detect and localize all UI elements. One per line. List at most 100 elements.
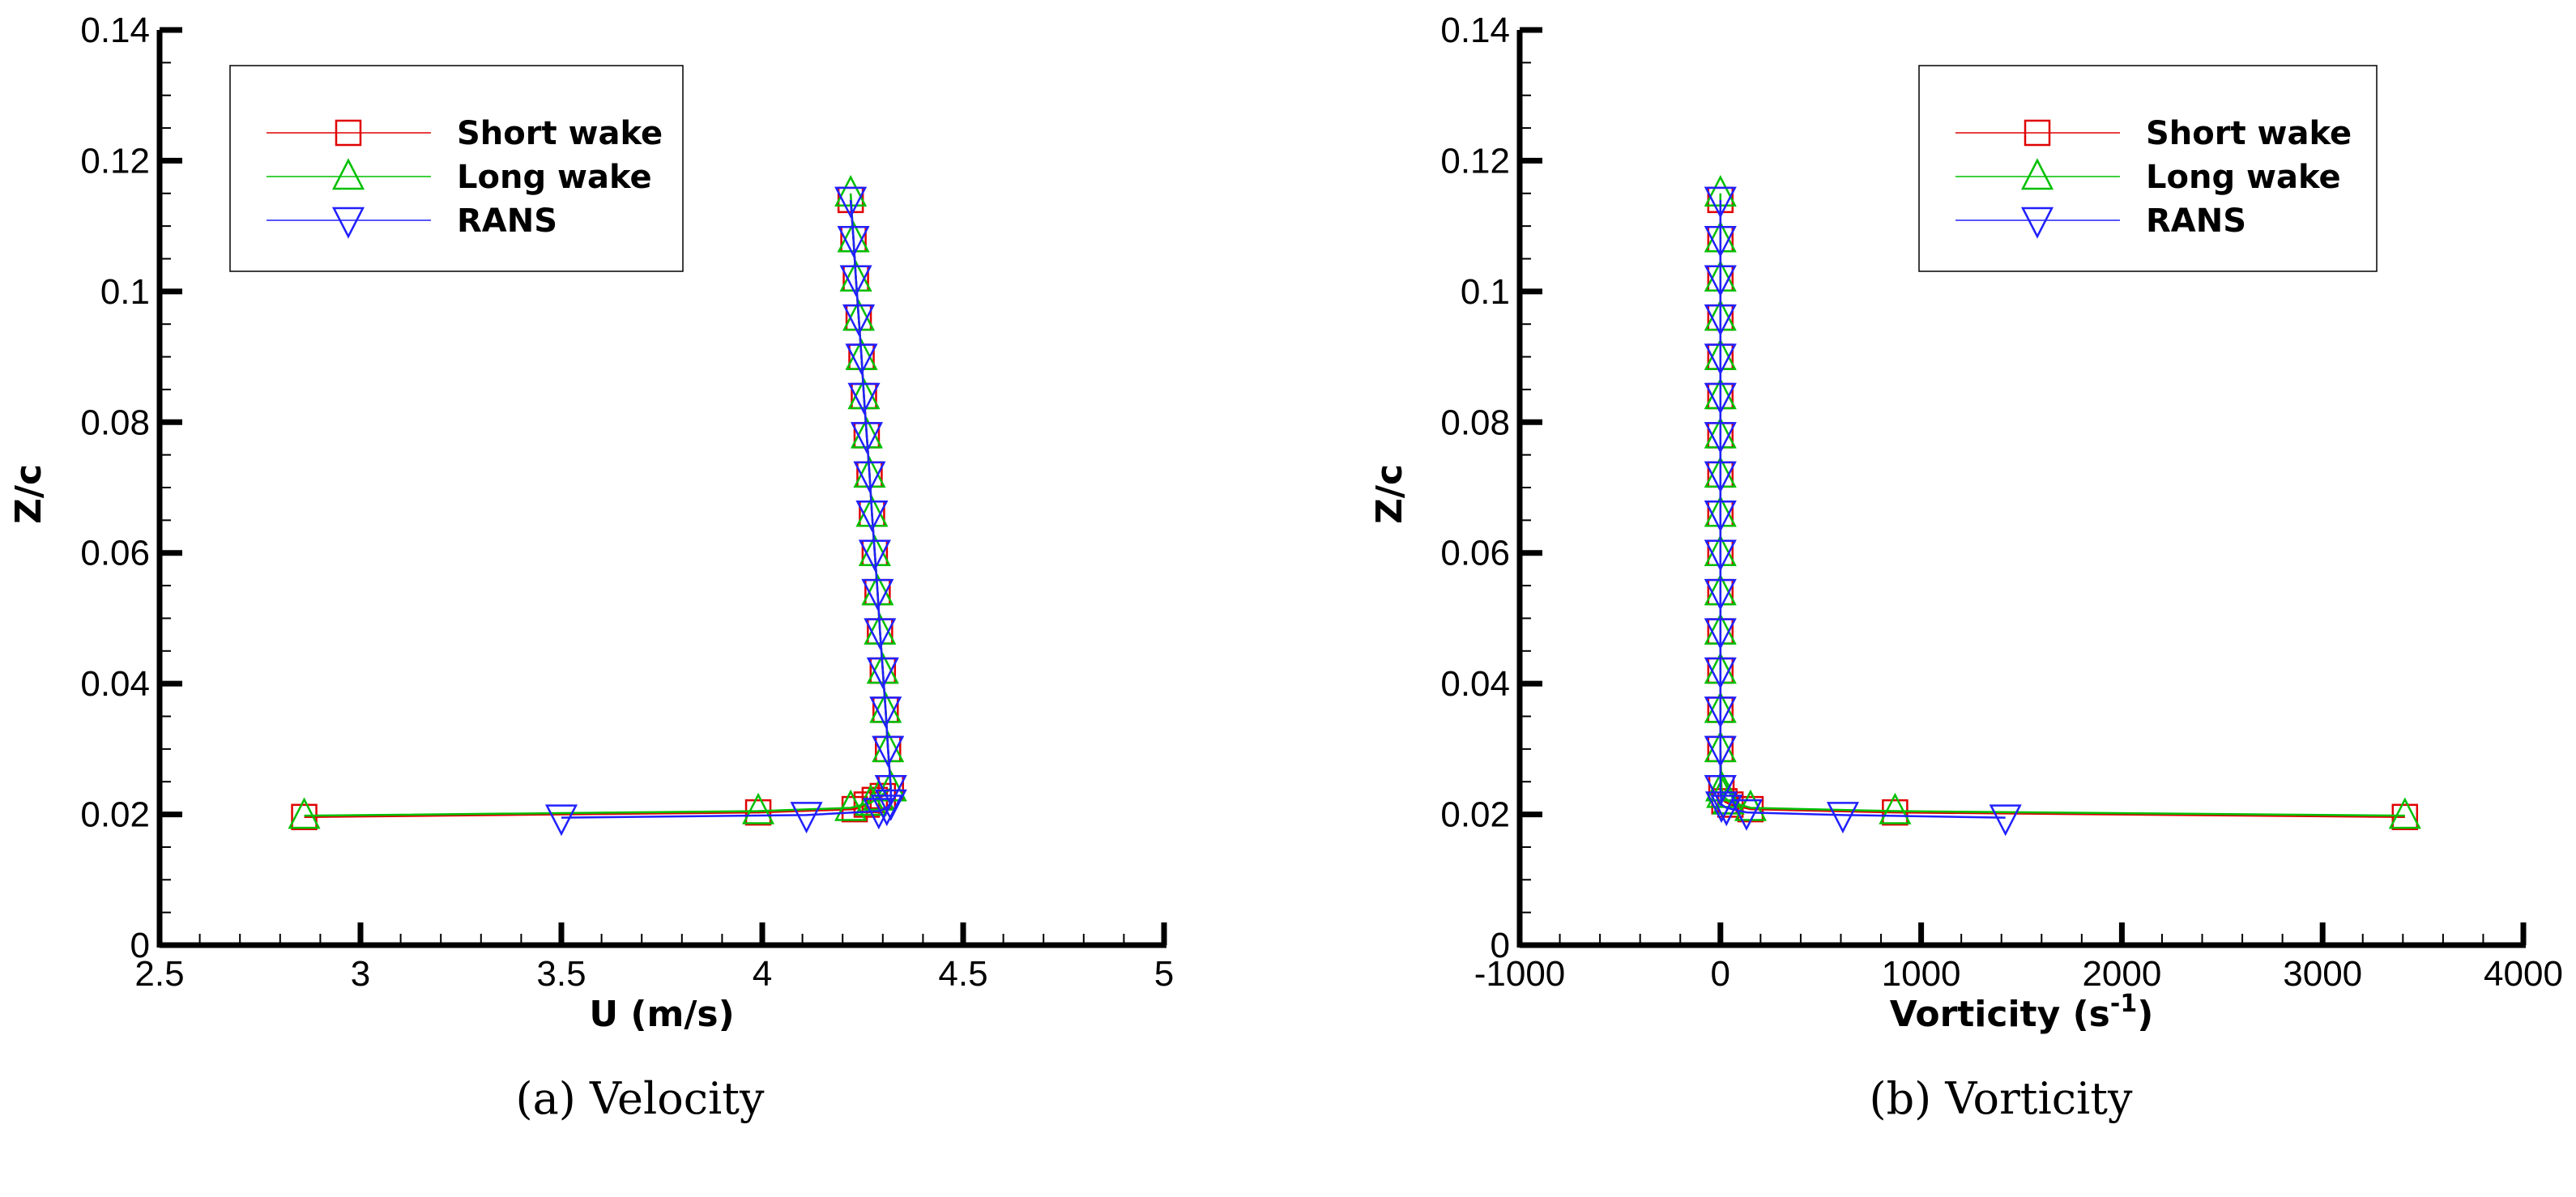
data-point bbox=[1704, 735, 1737, 768]
data-point bbox=[1826, 802, 1860, 834]
data-point bbox=[741, 792, 775, 824]
y-tick-label: 0.1 bbox=[1461, 272, 1510, 312]
data-point bbox=[2388, 797, 2421, 829]
y-tick-label: 0 bbox=[130, 926, 150, 965]
data-point bbox=[790, 802, 823, 834]
x-tick-label: 2000 bbox=[2082, 954, 2161, 994]
series-line bbox=[304, 199, 893, 819]
data-point bbox=[1704, 618, 1737, 650]
x-axis-label-text: U (m/s) bbox=[589, 994, 734, 1035]
legend-label: Long wake bbox=[2146, 159, 2341, 196]
data-point bbox=[1704, 696, 1737, 729]
legend-box bbox=[229, 65, 684, 272]
data-point bbox=[288, 797, 321, 829]
legend: Short wake Long wake RANS bbox=[229, 65, 684, 272]
y-tick-label: 0.06 bbox=[1440, 534, 1510, 573]
series-line bbox=[1719, 199, 2405, 819]
data-point bbox=[847, 382, 881, 415]
data-point bbox=[1704, 304, 1737, 336]
series-line bbox=[561, 199, 892, 819]
x-tick-label: 1000 bbox=[1882, 954, 1961, 994]
series-line bbox=[1719, 193, 2405, 817]
x-tick-label: 0 bbox=[1711, 954, 1730, 994]
series-rans bbox=[1704, 186, 2022, 837]
y-tick-label: 0.1 bbox=[100, 272, 150, 312]
data-point bbox=[855, 501, 889, 533]
data-point bbox=[1704, 422, 1737, 454]
series-line bbox=[1719, 199, 2006, 819]
data-point bbox=[744, 799, 772, 826]
data-point bbox=[1704, 791, 1738, 824]
legend-box bbox=[1918, 65, 2378, 272]
data-point bbox=[1704, 501, 1737, 533]
data-point bbox=[1704, 226, 1737, 258]
x-axis-label-end: ) bbox=[2137, 994, 2153, 1035]
data-point bbox=[862, 798, 895, 830]
data-point bbox=[866, 657, 899, 689]
data-point bbox=[1704, 775, 1737, 807]
data-point bbox=[858, 539, 891, 572]
y-tick-label: 0.12 bbox=[80, 141, 150, 181]
figure-caption: (b) Vorticity bbox=[1870, 1073, 2133, 1124]
data-point bbox=[1704, 578, 1737, 611]
legend-marker bbox=[331, 158, 365, 190]
data-point bbox=[1704, 186, 1737, 219]
x-axis-label: Vorticity (s-1) bbox=[1890, 990, 2154, 1035]
series-rans bbox=[544, 186, 907, 837]
legend-marker bbox=[2020, 207, 2054, 239]
data-point bbox=[874, 789, 907, 821]
data-point bbox=[834, 186, 868, 219]
vorticity-panel: -1000 0 1000 2000 3000 400000.020.040.060.080… bbox=[1369, 11, 2563, 1124]
legend-marker bbox=[2024, 119, 2051, 147]
legend-label: Short wake bbox=[2146, 115, 2352, 152]
x-tick-label: 4.5 bbox=[938, 954, 987, 994]
y-tick-label: 0.02 bbox=[1440, 795, 1510, 835]
legend-marker bbox=[335, 119, 362, 147]
data-point bbox=[869, 696, 902, 729]
data-point bbox=[874, 775, 907, 807]
x-tick-label: 3 bbox=[351, 954, 370, 994]
x-tick-label: 2.5 bbox=[134, 954, 184, 994]
legend-label: Long wake bbox=[457, 159, 652, 196]
x-axis-label: U (m/s) bbox=[589, 994, 734, 1035]
series-short-wake bbox=[1707, 186, 2419, 831]
y-tick-label: 0.04 bbox=[1440, 664, 1510, 704]
data-point bbox=[1704, 343, 1737, 376]
data-point bbox=[864, 618, 897, 650]
y-tick-label: 0 bbox=[1491, 926, 1510, 965]
series-short-wake bbox=[291, 186, 904, 831]
y-axis-label: Z/c bbox=[8, 464, 49, 524]
data-point bbox=[839, 265, 872, 297]
legend-marker bbox=[331, 207, 365, 239]
x-tick-label: 4000 bbox=[2484, 954, 2563, 994]
legend-marker bbox=[2020, 158, 2054, 190]
data-point bbox=[837, 226, 870, 258]
legend-label: RANS bbox=[2146, 202, 2246, 240]
y-tick-label: 0.08 bbox=[80, 403, 150, 442]
data-point bbox=[1879, 792, 1912, 824]
x-axis-label-text: Vorticity (s bbox=[1890, 994, 2110, 1035]
y-tick-label: 0.04 bbox=[80, 664, 150, 704]
y-axis-label: Z/c bbox=[1369, 464, 1410, 524]
y-tick-label: 0.06 bbox=[80, 534, 150, 573]
series-line bbox=[304, 193, 893, 817]
data-point bbox=[842, 304, 876, 336]
y-tick-label: 0.14 bbox=[80, 11, 150, 50]
y-tick-label: 0.08 bbox=[1440, 403, 1510, 442]
legend: Short wake Long wake RANS bbox=[1918, 65, 2378, 272]
data-point bbox=[1704, 657, 1737, 689]
data-point bbox=[544, 804, 578, 837]
legend-label: RANS bbox=[457, 202, 557, 240]
data-point bbox=[850, 422, 884, 454]
series-long-wake bbox=[288, 175, 907, 829]
data-point bbox=[834, 789, 868, 821]
velocity-panel: 2.5 3 3.5 4 4.5 5 0 0.02 0.04 0.06 0.08 0.1 0.12 0.14… bbox=[8, 11, 1174, 1124]
y-tick-label: 0.12 bbox=[1440, 141, 1510, 181]
data-point bbox=[1704, 461, 1737, 493]
data-point bbox=[1710, 794, 1743, 827]
data-point bbox=[291, 803, 318, 831]
data-point bbox=[861, 578, 894, 611]
y-tick-label: 0.14 bbox=[1440, 11, 1510, 50]
figure-caption: (a) Velocity bbox=[516, 1073, 765, 1124]
data-point bbox=[1882, 799, 1909, 826]
